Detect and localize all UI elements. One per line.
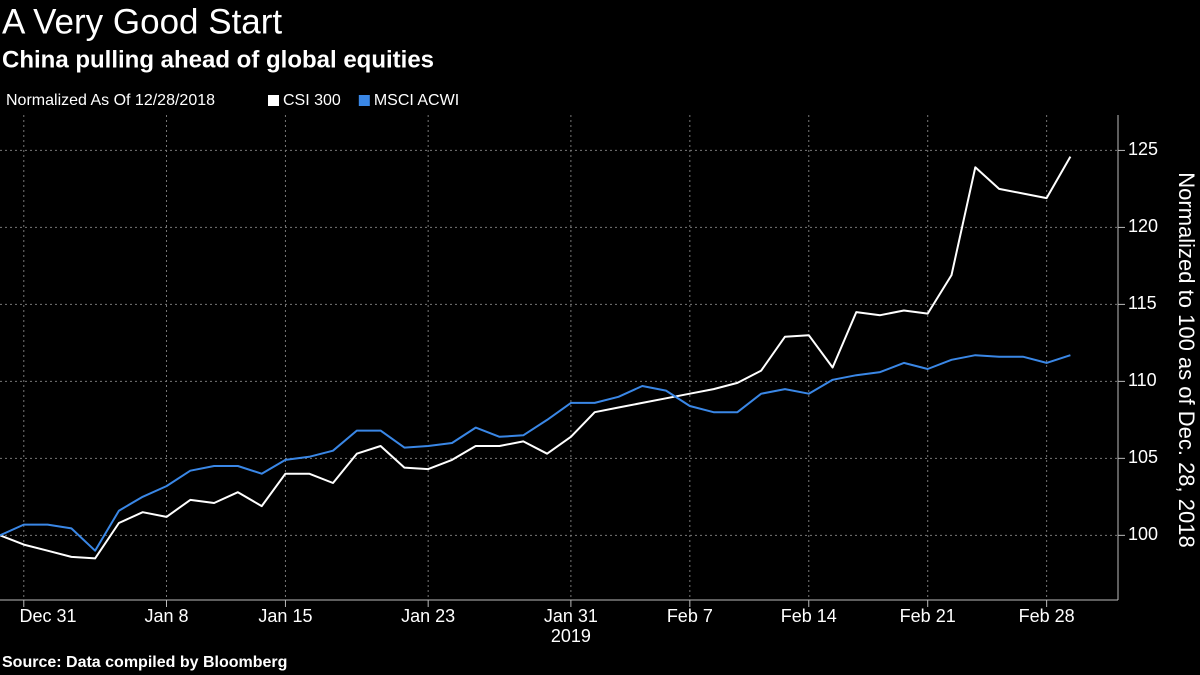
y-tick-label: 100 — [1128, 524, 1158, 544]
x-tick-label: Jan 31 — [544, 606, 598, 626]
x-tick-label: Feb 28 — [1019, 606, 1075, 626]
y-tick-label: 110 — [1128, 370, 1157, 390]
y-tick-label: 125 — [1128, 139, 1158, 159]
chart-subtitle: China pulling ahead of global equities — [2, 46, 434, 73]
legend-title: Normalized As Of 12/28/2018 — [6, 92, 215, 109]
x-tick-label: Feb 7 — [667, 606, 713, 626]
source: Source: Data compiled by Bloomberg — [2, 654, 287, 671]
legend-swatch — [268, 95, 279, 106]
x-tick-label: Jan 23 — [401, 606, 455, 626]
series-line — [0, 354, 1071, 552]
legend-label: MSCI ACWI — [374, 92, 459, 109]
x-tick-label: Jan 15 — [258, 606, 312, 626]
y-tick-label: 120 — [1128, 216, 1158, 236]
chart-title: A Very Good Start — [2, 2, 282, 41]
legend-label: CSI 300 — [283, 92, 341, 109]
x-tick-label: Feb 21 — [900, 606, 956, 626]
series-line — [0, 156, 1072, 560]
x-tick-label: Jan 8 — [144, 606, 188, 626]
y-tick-label: 115 — [1128, 293, 1157, 313]
x-tick-label: Feb 14 — [781, 606, 837, 626]
legend-swatch — [358, 95, 370, 106]
x-year-label: 2019 — [551, 626, 591, 646]
y-axis-label: Normalized to 100 as of Dec. 28, 2018 — [1174, 172, 1199, 547]
x-tick-label: Dec 31 — [19, 606, 76, 626]
y-tick-label: 105 — [1128, 447, 1158, 467]
